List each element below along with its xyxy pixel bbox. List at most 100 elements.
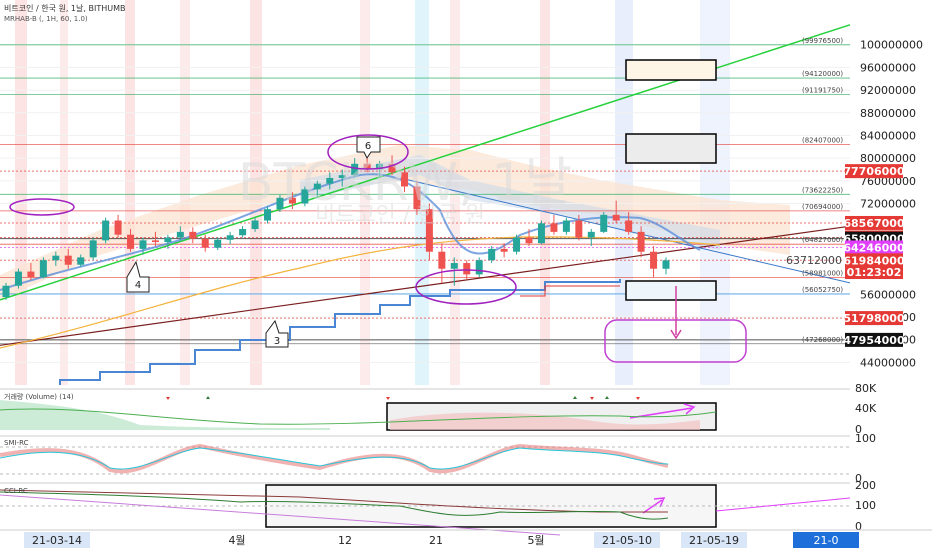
candle-body-25 [313,183,321,190]
target-box-low [625,280,717,301]
trendline-blue [399,177,851,284]
svg-text:40K: 40K [855,402,877,415]
candle-body-19 [239,229,247,236]
candle-body-8 [102,220,110,241]
candle-body-23 [288,197,296,204]
trend-lines [0,24,851,385]
stepline-blue [59,279,621,385]
candle-body-47 [587,231,595,238]
volume-panel: 거래량 (Volume) (14) 80K 40K 0 [0,382,877,436]
candle-body-31 [388,163,396,173]
candle-body-26 [326,177,334,184]
level-labels: (99976500) (94120000) (91191750) (82407000)… [802,37,843,344]
candle-body-28 [351,163,359,176]
smi-panel: SMI-RC 100 0 [0,432,876,485]
x-tick-bg-6 [681,532,747,548]
candle-body-33 [413,186,421,210]
candle-body-15 [189,231,197,239]
candle-body-36 [450,263,458,269]
candle-body-20 [251,220,259,230]
indicator-label: MRHAB-B (, 1H, 60, 1.0) [4,15,88,23]
candle-body-14 [176,231,184,238]
countdown: 01:23:02 [847,266,902,279]
callout-3: 3 [265,319,289,348]
price-tag-6: 51798000 [843,312,905,325]
candle-body-18 [226,235,234,240]
candle-body-10 [127,234,135,249]
candle-body-27 [338,175,346,178]
ellipse-left [9,198,75,216]
svg-text:4: 4 [135,280,141,291]
candle-body-17 [214,239,222,248]
svg-text:100: 100 [855,499,876,512]
candle-body-53 [662,260,670,269]
candle-body-29 [363,163,371,170]
candle-body-22 [276,197,284,210]
candle-body-49 [612,214,620,221]
cloud-ribbon [0,145,790,300]
y-tick-label-11: 44000000 [860,356,916,369]
price-tag-4: 64246000 [843,241,905,254]
candle-body-34 [425,209,433,252]
candle-body-35 [438,251,446,269]
ellipse-bottom [415,269,517,305]
price-tag-1: 68567000 [843,217,905,230]
candle-body-12 [151,240,159,243]
chart-title: 비트코인 / 한국 원, 1날, BITHUMB [4,3,125,13]
price-tag-5: 61984000 [843,254,905,267]
watermark-symbol: BTCKRW, 1날 [238,153,572,213]
cci-panel: CCI-RC 200 100 0 [0,479,876,536]
svg-text:0: 0 [855,472,862,485]
svg-text:80K: 80K [855,382,877,395]
watermark: BTCKRW, 1날 비트코인 / 한국 원 [238,153,572,228]
time-axis: 21-03-14 4월 12 21 5월 21-05-10 21-05-19 21-0 [0,529,932,548]
candle-body-44 [550,223,558,232]
y-tick-label-4: 84000000 [860,129,916,142]
candle-body-13 [164,237,172,243]
level-label-8: (56052750) [802,286,843,294]
level-label-9: (47268000) [802,336,843,344]
candle-body-2 [27,271,35,278]
watermark-subtitle: 비트코인 / 한국 원 [315,203,485,228]
candle-body-30 [376,163,384,170]
candle-body-52 [650,251,658,269]
x-tick-bg-0 [24,532,90,548]
candle-body-40 [500,248,508,252]
candle-body-5 [64,255,72,265]
price-tag-bg-1 [845,215,903,230]
candle-body-0 [2,285,10,298]
svg-text:6: 6 [365,141,371,152]
price-tag-bg-5 [845,253,903,268]
ma-orange [0,236,721,349]
candle-body-32 [400,172,408,187]
x-tick-bg-7 [793,532,859,548]
price-tag-7: 47954000 [843,334,905,347]
y-tick-label-5: 80000000 [860,152,916,165]
target-box-mid [625,133,717,164]
target-box-top [625,59,717,81]
panel-markers [166,396,640,400]
x-tick-label-4: 5월 [527,534,544,547]
y-tick-label-2: 92000000 [860,84,916,97]
y-tick-label-8: 56000000 [860,288,916,301]
candle-body-3 [39,260,47,278]
callout-6: 6 [356,136,381,159]
candles [2,152,670,300]
candle-body-43 [537,223,545,244]
stepline-red [520,285,620,297]
candle-body-4 [52,255,60,261]
price-tag-bg-4 [845,240,903,255]
price-tags: 7770600068567000660070006580000064246000… [843,164,905,347]
candle-body-41 [513,237,521,252]
trendline-brown [0,225,851,346]
ellipse-peak [327,134,409,170]
candle-body-1 [14,271,22,286]
x-tick-label-0: 21-03-14 [32,534,82,547]
candle-body-48 [600,214,608,232]
price-tag-bg-0 [845,164,903,179]
candle-body-39 [488,248,496,261]
x-tick-label-1: 4월 [228,534,245,547]
candle-body-45 [562,220,570,232]
candle-body-9 [114,220,122,235]
